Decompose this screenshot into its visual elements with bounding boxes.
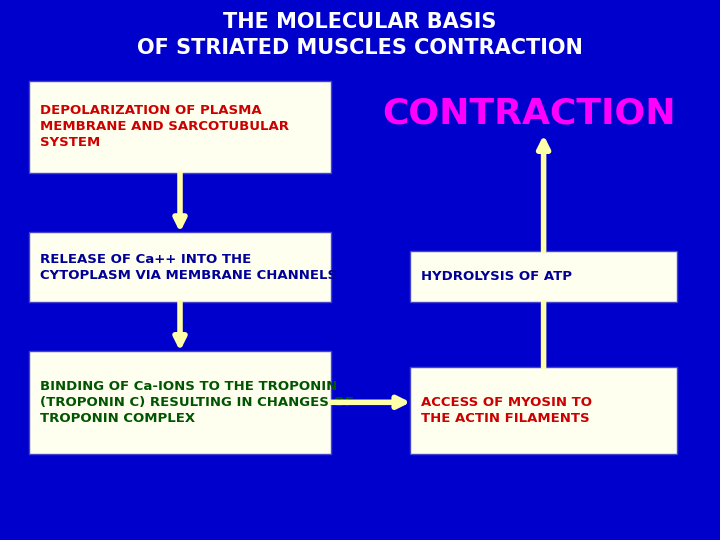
- Text: CONTRACTION: CONTRACTION: [382, 97, 676, 130]
- Text: DEPOLARIZATION OF PLASMA
MEMBRANE AND SARCOTUBULAR
SYSTEM: DEPOLARIZATION OF PLASMA MEMBRANE AND SA…: [40, 104, 289, 150]
- Text: HYDROLYSIS OF ATP: HYDROLYSIS OF ATP: [421, 270, 572, 284]
- Text: RELEASE OF Ca++ INTO THE
CYTOPLASM VIA MEMBRANE CHANNELS: RELEASE OF Ca++ INTO THE CYTOPLASM VIA M…: [40, 253, 337, 282]
- Text: THE MOLECULAR BASIS
OF STRIATED MUSCLES CONTRACTION: THE MOLECULAR BASIS OF STRIATED MUSCLES …: [137, 12, 583, 58]
- FancyBboxPatch shape: [410, 367, 677, 454]
- Text: ACCESS OF MYOSIN TO
THE ACTIN FILAMENTS: ACCESS OF MYOSIN TO THE ACTIN FILAMENTS: [421, 396, 593, 425]
- FancyBboxPatch shape: [29, 232, 331, 302]
- Text: BINDING OF Ca-IONS TO THE TROPONIN
(TROPONIN C) RESULTING IN CHANGES OF
TROPONIN: BINDING OF Ca-IONS TO THE TROPONIN (TROP…: [40, 380, 354, 425]
- FancyBboxPatch shape: [410, 251, 677, 302]
- FancyBboxPatch shape: [29, 81, 331, 173]
- FancyBboxPatch shape: [29, 351, 331, 454]
